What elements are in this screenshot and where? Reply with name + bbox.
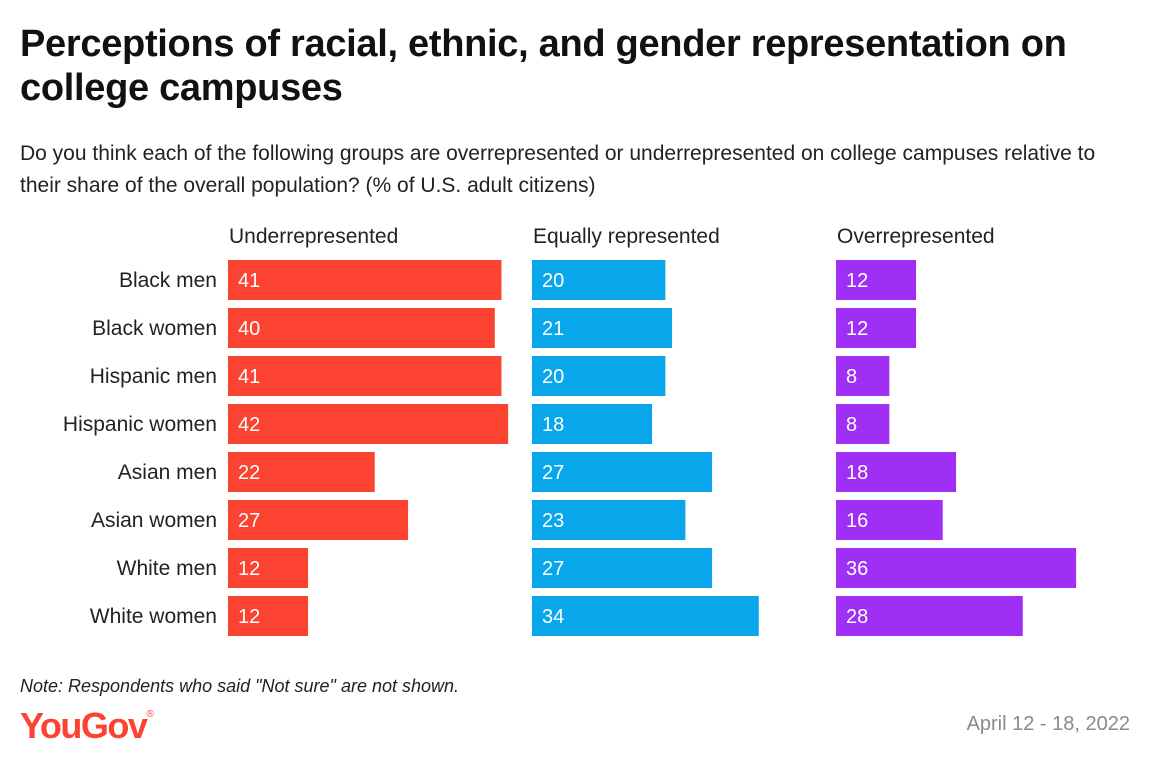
series-header: Equally represented bbox=[533, 225, 720, 248]
data-label: 12 bbox=[238, 606, 260, 628]
category-label: Black women bbox=[92, 317, 217, 340]
bar bbox=[228, 548, 309, 588]
bar bbox=[836, 500, 943, 540]
data-label: 27 bbox=[542, 462, 564, 484]
footnote: Note: Respondents who said "Not sure" ar… bbox=[20, 676, 460, 696]
category-label: Hispanic women bbox=[63, 413, 217, 436]
bar bbox=[532, 308, 673, 348]
bar bbox=[836, 548, 1077, 588]
bar bbox=[836, 308, 917, 348]
data-label: 27 bbox=[238, 510, 260, 532]
data-label: 42 bbox=[238, 414, 260, 436]
bar bbox=[532, 404, 653, 444]
data-label: 12 bbox=[238, 558, 260, 580]
bar bbox=[532, 260, 666, 300]
category-label: White women bbox=[90, 605, 217, 628]
data-label: 36 bbox=[846, 558, 868, 580]
category-label: White men bbox=[117, 557, 217, 580]
bar bbox=[228, 356, 502, 396]
category-label: Asian men bbox=[118, 461, 217, 484]
bar bbox=[228, 404, 509, 444]
data-label: 8 bbox=[846, 414, 857, 436]
series-header: Overrepresented bbox=[837, 225, 995, 248]
survey-date: April 12 - 18, 2022 bbox=[966, 713, 1130, 735]
series-header: Underrepresented bbox=[229, 225, 398, 248]
bar bbox=[532, 452, 713, 492]
chart-subtitle: Do you think each of the following group… bbox=[20, 142, 1096, 197]
data-label: 8 bbox=[846, 366, 857, 388]
data-label: 20 bbox=[542, 366, 564, 388]
data-label: 40 bbox=[238, 318, 260, 340]
data-label: 18 bbox=[542, 414, 564, 436]
data-label: 34 bbox=[542, 606, 564, 628]
registered-mark: ® bbox=[146, 709, 154, 720]
yougov-logo: YouGov® bbox=[20, 705, 154, 747]
data-label: 27 bbox=[542, 558, 564, 580]
bar bbox=[836, 404, 890, 444]
data-label: 12 bbox=[846, 318, 868, 340]
bar bbox=[532, 356, 666, 396]
bar bbox=[836, 452, 957, 492]
category-label: Black men bbox=[119, 269, 217, 292]
data-label: 41 bbox=[238, 366, 260, 388]
data-label: 28 bbox=[846, 606, 868, 628]
bar bbox=[836, 260, 917, 300]
data-label: 21 bbox=[542, 318, 564, 340]
bar bbox=[836, 596, 1023, 636]
data-label: 20 bbox=[542, 270, 564, 292]
bar bbox=[532, 596, 759, 636]
data-label: 16 bbox=[846, 510, 868, 532]
bar bbox=[228, 308, 495, 348]
bar bbox=[532, 548, 713, 588]
bar bbox=[228, 452, 375, 492]
data-label: 12 bbox=[846, 270, 868, 292]
data-label: 18 bbox=[846, 462, 868, 484]
bar bbox=[228, 260, 502, 300]
bar bbox=[228, 500, 409, 540]
logo-text: YouGov bbox=[20, 705, 148, 746]
category-label: Asian women bbox=[91, 509, 217, 532]
category-label: Hispanic men bbox=[90, 365, 217, 388]
data-label: 23 bbox=[542, 510, 564, 532]
chart-title: Perceptions of racial, ethnic, and gende… bbox=[20, 23, 1067, 109]
bar bbox=[228, 596, 309, 636]
data-label: 22 bbox=[238, 462, 260, 484]
data-label: 41 bbox=[238, 270, 260, 292]
bar bbox=[836, 356, 890, 396]
bar bbox=[532, 500, 686, 540]
